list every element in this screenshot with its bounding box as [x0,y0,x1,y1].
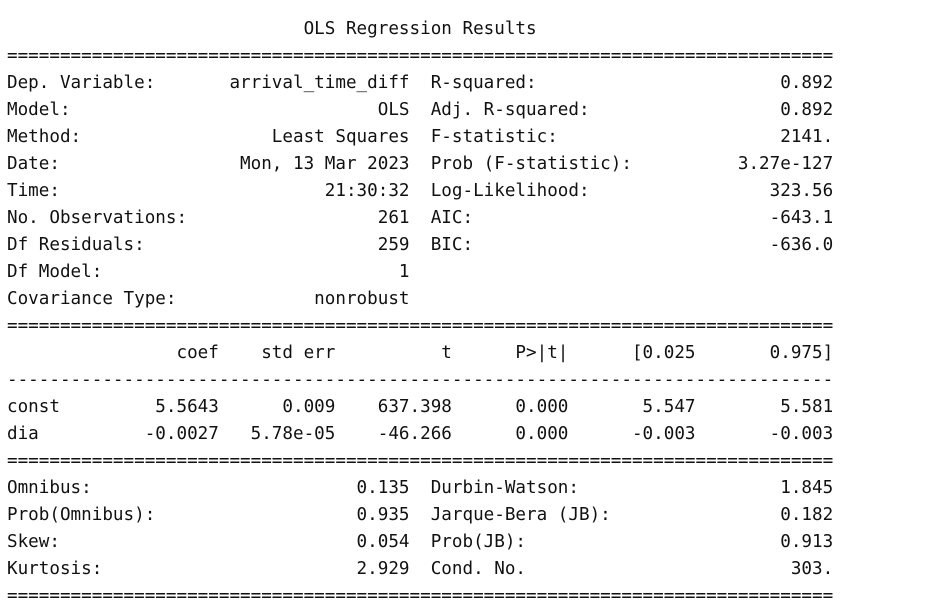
double-separator: ========================================… [7,451,834,471]
diagnostics-row: Omnibus: 0.135 Durbin-Watson: 1.845 [7,478,834,498]
coef-table-row: dia -0.0027 5.78e-05 -46.266 0.000 -0.00… [7,424,834,444]
model-info-row: Covariance Type: nonrobust [7,289,834,309]
model-info-row: Time: 21:30:32 Log-Likelihood: 323.56 [7,181,834,201]
diagnostics-row: Kurtosis: 2.929 Cond. No. 303. [7,559,834,579]
ols-regression-summary: OLS Regression Results ==================… [7,16,833,610]
model-info-row: Method: Least Squares F-statistic: 2141. [7,127,834,147]
coef-table-row: const 5.5643 0.009 637.398 0.000 5.547 5… [7,397,834,417]
model-info-row: Date: Mon, 13 Mar 2023 Prob (F-statistic… [7,154,834,174]
model-info-row: Df Residuals: 259 BIC: -636.0 [7,235,834,255]
model-info-row: Model: OLS Adj. R-squared: 0.892 [7,100,834,120]
diagnostics-row: Skew: 0.054 Prob(JB): 0.913 [7,532,834,552]
double-separator: ========================================… [7,316,834,336]
page-title: OLS Regression Results [7,19,537,39]
coef-table-header: coef std err t P>|t| [0.025 0.975] [7,343,834,363]
diagnostics-row: Prob(Omnibus): 0.935 Jarque-Bera (JB): 0… [7,505,834,525]
double-separator: ========================================… [7,586,834,606]
single-separator: ----------------------------------------… [7,370,834,390]
double-separator: ========================================… [7,46,834,66]
model-info-row: No. Observations: 261 AIC: -643.1 [7,208,834,228]
model-info-row: Df Model: 1 [7,262,834,282]
model-info-row: Dep. Variable: arrival_time_diff R-squar… [7,73,834,93]
